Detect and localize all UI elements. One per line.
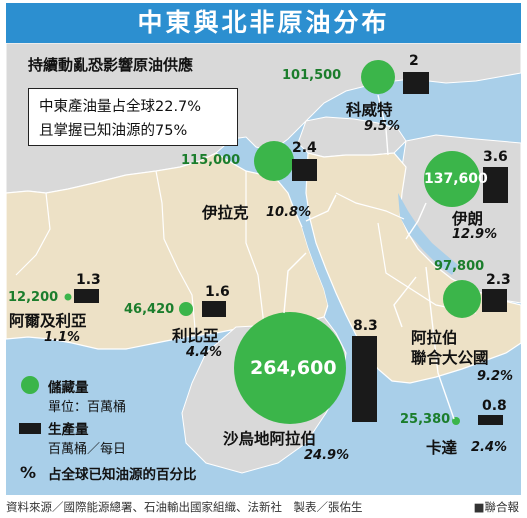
iraq-reserve-value: 115,000 xyxy=(181,153,241,168)
legend-reserves-label: 儲藏量 xyxy=(48,380,89,396)
libya-reserve-value: 46,420 xyxy=(124,302,175,317)
libya-production-bar xyxy=(202,301,226,317)
uae-production-value: 2.3 xyxy=(486,272,511,288)
libya-production-value: 1.6 xyxy=(205,284,230,300)
algeria-production-bar xyxy=(74,289,99,303)
legend-reserve-circle xyxy=(21,376,39,394)
kuwait-percent: 9.5% xyxy=(364,119,401,134)
qatar-production-bar xyxy=(478,415,503,425)
persian-gulf xyxy=(398,193,458,275)
kuwait-reserve-value: 101,500 xyxy=(282,68,342,83)
footer: 資料來源／國際能源總署、石油輸出國家組織、法新社 製表／張佑生 ■聯合報 xyxy=(6,497,521,517)
qatar-production-value: 0.8 xyxy=(482,398,507,414)
uae-percent: 9.2% xyxy=(477,369,514,384)
border-algeria-libya xyxy=(155,170,197,340)
qatar-percent: 2.4% xyxy=(471,440,508,455)
page-title: 中東與北非原油分布 xyxy=(6,3,521,43)
pointer-kuwait xyxy=(377,94,389,156)
kuwait-production-bar xyxy=(403,72,429,94)
kuwait-reserve-circle xyxy=(361,60,395,94)
algeria-percent: 1.1% xyxy=(44,330,81,345)
algeria-reserve-value: 12,200 xyxy=(8,290,59,305)
border-algeria-west xyxy=(15,192,51,276)
iran-production-value: 3.6 xyxy=(483,149,508,165)
kuwait-name: 科威特 xyxy=(346,101,393,119)
footer-source: 資料來源／國際能源總署、石油輸出國家組織、法新社 製表／張佑生 xyxy=(6,500,363,514)
saudi-percent: 24.9% xyxy=(304,448,350,463)
uae-reserve-value: 97,800 xyxy=(434,259,485,274)
markers-svg xyxy=(19,60,508,434)
saudi-name: 沙烏地阿拉伯 xyxy=(223,430,317,448)
iraq-percent: 10.8% xyxy=(266,205,312,220)
legend-percent-symbol: % xyxy=(20,463,37,482)
libya-percent: 4.4% xyxy=(186,345,223,360)
iran-percent: 12.9% xyxy=(452,227,498,242)
uae-name-line-1: 阿拉伯 xyxy=(411,329,458,347)
iran-production-bar xyxy=(483,167,508,203)
map-area: 持續動亂恐影響原油供應 中東產油量占全球22.7% 且掌握已知油源的75% xyxy=(6,43,521,495)
uae-name-line-2: 聯合大公國 xyxy=(411,349,489,367)
iran-reserve-value: 137,600 xyxy=(424,171,488,187)
algeria-name: 阿爾及利亞 xyxy=(9,312,87,330)
algeria-production-value: 1.3 xyxy=(76,272,101,288)
libya-name: 利比亞 xyxy=(172,327,219,345)
uae-reserve-circle xyxy=(443,280,481,318)
legend-reserves-unit: 單位：百萬桶 xyxy=(48,400,127,415)
kuwait-production-value: 2 xyxy=(409,53,419,69)
note-box: 中東產油量占全球22.7% 且掌握已知油源的75% xyxy=(28,88,238,146)
saudi-production-value: 8.3 xyxy=(353,318,378,334)
note-line-1: 中東產油量占全球22.7% xyxy=(39,99,202,115)
algeria-reserve-circle xyxy=(64,293,72,301)
iraq-reserve-circle xyxy=(254,141,294,181)
saudi-reserve-value: 264,600 xyxy=(250,357,337,379)
subtitle: 持續動亂恐影響原油供應 xyxy=(28,56,194,74)
uae-production-bar xyxy=(482,289,507,312)
red-sea xyxy=(302,227,342,323)
border-libya-egypt xyxy=(245,171,265,326)
pointer-qatar xyxy=(425,266,455,420)
qatar-name: 卡達 xyxy=(426,439,458,457)
pointer-iraq xyxy=(305,194,337,222)
saudi-production-bar xyxy=(352,336,377,422)
footer-publisher: ■聯合報 xyxy=(473,500,519,514)
iraq-name: 伊拉克 xyxy=(202,204,249,222)
iran-reserve-circle xyxy=(424,151,480,207)
pointer-saudi xyxy=(283,252,307,314)
qatar-reserve-value: 25,380 xyxy=(400,412,451,427)
iraq-production-bar xyxy=(292,159,317,181)
saudi-reserve-circle xyxy=(234,312,346,424)
iran-name: 伊朗 xyxy=(452,210,484,228)
land-arabia xyxy=(305,152,521,384)
pointer-iran xyxy=(405,202,427,240)
legend-percent-label: 占全球已知油源的百分比 xyxy=(48,467,197,483)
legend-production-label: 生產量 xyxy=(48,422,89,438)
legend-production-bar xyxy=(19,423,41,434)
legend-production-unit: 百萬桶／每日 xyxy=(48,442,127,457)
pointer-uae xyxy=(393,276,417,328)
libya-reserve-circle xyxy=(179,302,193,316)
iraq-production-value: 2.4 xyxy=(292,140,317,156)
note-line-2: 且掌握已知油源的75% xyxy=(39,123,188,139)
